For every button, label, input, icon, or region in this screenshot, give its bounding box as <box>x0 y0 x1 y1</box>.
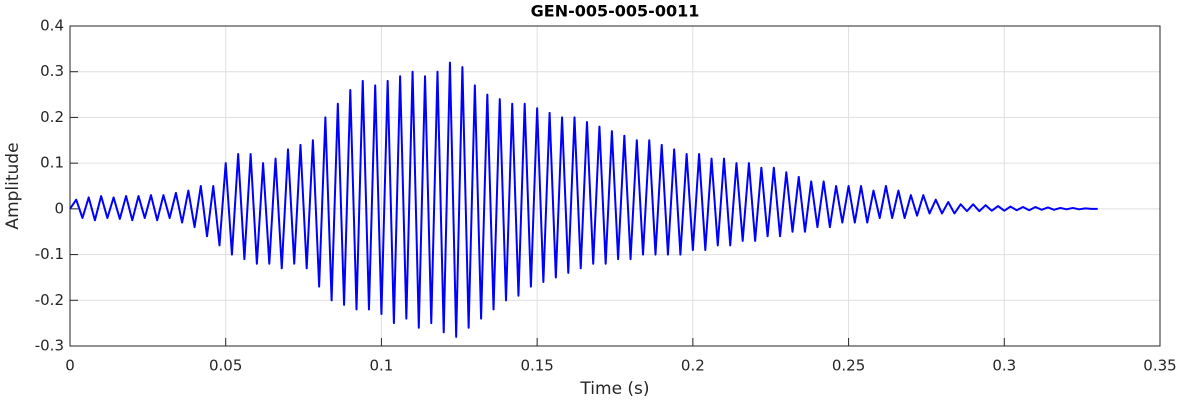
y-tick-label: 0.4 <box>40 17 64 35</box>
x-tick-label: 0 <box>65 357 75 375</box>
y-tick-label: -0.2 <box>35 291 64 309</box>
x-tick-label: 0.2 <box>681 357 705 375</box>
y-tick-label: -0.1 <box>35 245 64 263</box>
x-tick-label: 0.15 <box>520 357 553 375</box>
y-axis-label: Amplitude <box>3 142 23 229</box>
y-tick-label: 0.2 <box>40 108 64 126</box>
x-tick-label: 0.25 <box>832 357 865 375</box>
x-tick-label: 0.05 <box>209 357 242 375</box>
x-tick-label: 0.1 <box>369 357 393 375</box>
y-tick-label: 0.1 <box>40 154 64 172</box>
x-tick-label: 0.35 <box>1143 357 1176 375</box>
y-tick-label: -0.3 <box>35 337 64 355</box>
x-tick-label: 0.3 <box>992 357 1016 375</box>
y-tick-label: 0.3 <box>40 62 64 80</box>
x-axis-label: Time (s) <box>579 379 649 399</box>
plot-frame <box>69 25 1161 347</box>
waveform-line <box>69 61 1098 338</box>
chart-title: GEN-005-005-0011 <box>531 2 700 21</box>
y-tick-label: 0 <box>54 199 64 217</box>
